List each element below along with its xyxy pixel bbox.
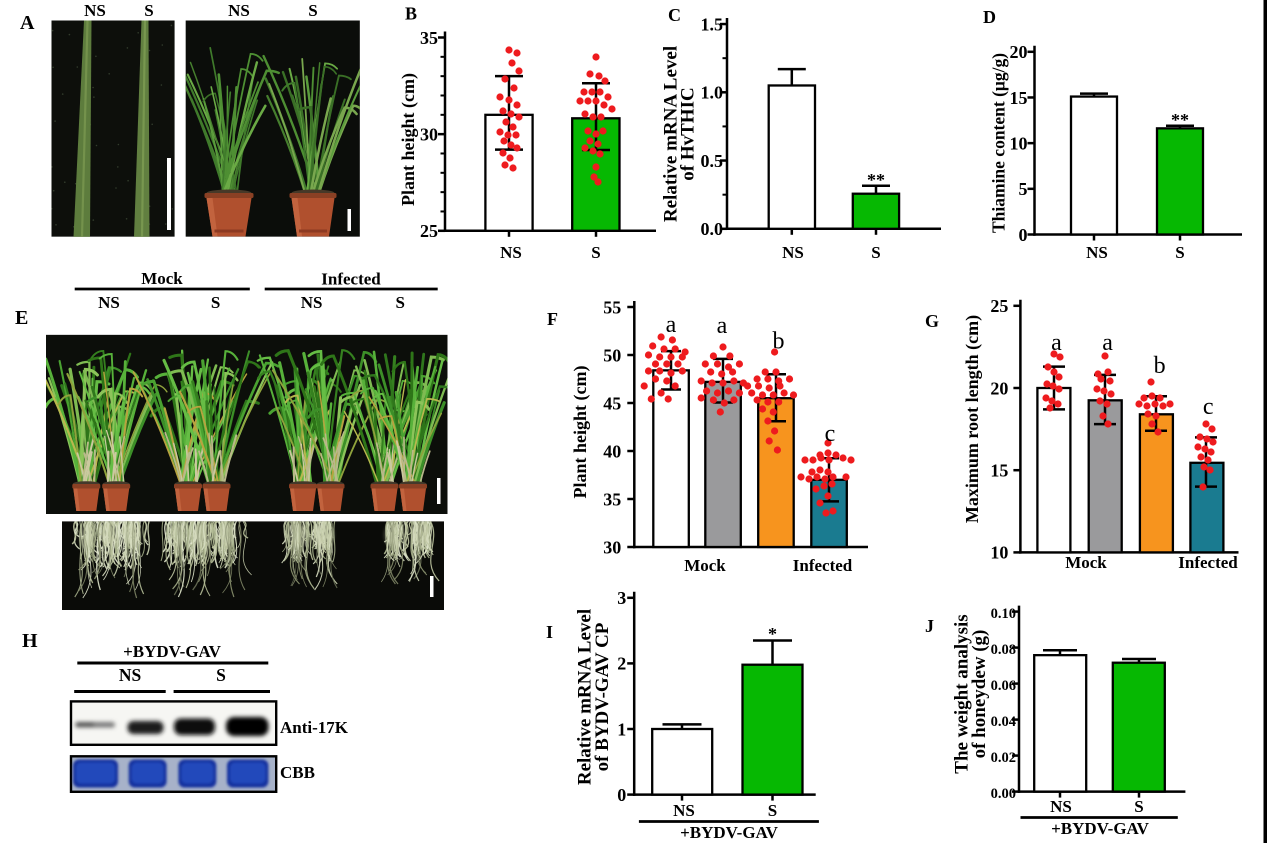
svg-text:15: 15	[1010, 88, 1028, 108]
svg-text:c: c	[1203, 394, 1214, 420]
svg-text:E: E	[15, 307, 28, 329]
svg-text:25: 25	[990, 296, 1008, 316]
svg-text:25: 25	[420, 221, 438, 241]
svg-text:I: I	[546, 622, 553, 642]
svg-text:S: S	[591, 243, 600, 262]
svg-text:a: a	[717, 313, 728, 339]
svg-text:+BYDV-GAV: +BYDV-GAV	[680, 823, 779, 842]
svg-text:NS: NS	[301, 293, 323, 312]
svg-text:**: **	[867, 170, 885, 190]
svg-text:S: S	[1134, 797, 1143, 816]
svg-text:S: S	[308, 1, 317, 20]
svg-text:5: 5	[1019, 179, 1028, 199]
svg-text:Infected: Infected	[1178, 553, 1238, 572]
svg-text:*: *	[768, 624, 777, 644]
svg-text:a: a	[1102, 330, 1113, 356]
svg-text:NS: NS	[84, 1, 106, 20]
svg-text:of honeydew (g): of honeydew (g)	[969, 630, 990, 759]
svg-text:S: S	[216, 665, 226, 685]
svg-text:0.02: 0.02	[991, 750, 1016, 766]
svg-text:Mock: Mock	[1065, 553, 1107, 572]
svg-text:30: 30	[420, 124, 438, 144]
svg-text:0.5: 0.5	[701, 151, 724, 171]
svg-text:Thiamine content (μg/g): Thiamine content (μg/g)	[989, 53, 1009, 233]
svg-text:NS: NS	[228, 1, 250, 20]
svg-text:1.0: 1.0	[701, 83, 724, 103]
svg-text:**: **	[1171, 110, 1189, 130]
svg-text:B: B	[405, 4, 417, 24]
svg-text:10: 10	[990, 543, 1008, 563]
svg-text:C: C	[668, 5, 681, 25]
svg-text:CBB: CBB	[280, 763, 315, 782]
svg-text:+BYDV-GAV: +BYDV-GAV	[1051, 819, 1150, 838]
svg-text:A: A	[20, 12, 35, 34]
svg-text:Plant height (cm): Plant height (cm)	[398, 73, 419, 206]
svg-text:NS: NS	[1086, 243, 1108, 262]
svg-text:b: b	[1154, 353, 1166, 379]
svg-text:The weight analysis: The weight analysis	[952, 614, 973, 773]
svg-text:S: S	[871, 243, 880, 262]
svg-text:S: S	[395, 293, 404, 312]
svg-text:1.5: 1.5	[701, 14, 724, 34]
svg-text:S: S	[1175, 243, 1184, 262]
svg-text:Relative mRNA Level: Relative mRNA Level	[574, 609, 595, 785]
svg-text:S: S	[211, 293, 220, 312]
svg-text:15: 15	[990, 461, 1008, 481]
svg-text:NS: NS	[500, 243, 522, 262]
svg-text:NS: NS	[119, 665, 141, 685]
svg-text:Infected: Infected	[321, 270, 381, 289]
svg-text:of BYDV-GAV CP: of BYDV-GAV CP	[592, 622, 613, 771]
svg-text:Plant height (cm): Plant height (cm)	[570, 366, 591, 499]
svg-text:3: 3	[617, 588, 626, 608]
svg-text:Mock: Mock	[684, 556, 726, 575]
svg-text:J: J	[925, 616, 934, 636]
svg-text:20: 20	[1010, 42, 1028, 62]
svg-text:10: 10	[1010, 133, 1028, 153]
svg-text:S: S	[768, 801, 777, 820]
svg-text:0.08: 0.08	[991, 642, 1016, 658]
svg-text:Maximum root length (cm): Maximum root length (cm)	[962, 315, 983, 523]
svg-text:50: 50	[603, 345, 621, 365]
svg-text:Anti-17K: Anti-17K	[280, 718, 349, 737]
svg-text:NS: NS	[782, 243, 804, 262]
svg-text:NS: NS	[1050, 797, 1072, 816]
svg-text:of HvTHIC: of HvTHIC	[678, 87, 699, 180]
svg-text:S: S	[144, 1, 153, 20]
svg-text:0.04: 0.04	[991, 714, 1016, 730]
svg-text:35: 35	[603, 489, 621, 509]
svg-text:NS: NS	[673, 801, 695, 820]
svg-text:45: 45	[603, 393, 621, 413]
svg-text:0.06: 0.06	[991, 678, 1016, 694]
svg-text:30: 30	[603, 537, 621, 557]
svg-text:b: b	[773, 329, 785, 355]
svg-text:1: 1	[617, 719, 626, 739]
svg-text:0: 0	[617, 785, 626, 805]
svg-text:D: D	[983, 7, 996, 27]
svg-text:Mock: Mock	[141, 269, 183, 288]
svg-text:0.10: 0.10	[991, 606, 1016, 622]
svg-text:+BYDV-GAV: +BYDV-GAV	[123, 642, 222, 661]
svg-text:G: G	[925, 311, 939, 331]
svg-text:c: c	[825, 421, 836, 447]
svg-text:NS: NS	[98, 293, 120, 312]
svg-text:Relative mRNA Level: Relative mRNA Level	[660, 46, 681, 222]
svg-text:0.0: 0.0	[701, 219, 724, 239]
svg-text:55: 55	[603, 297, 621, 317]
svg-text:Infected: Infected	[793, 556, 853, 575]
svg-text:0.00: 0.00	[991, 786, 1016, 802]
svg-text:20: 20	[990, 378, 1008, 398]
svg-text:F: F	[547, 309, 558, 329]
svg-text:0: 0	[1019, 225, 1028, 245]
svg-text:35: 35	[420, 28, 438, 48]
svg-text:2: 2	[617, 654, 626, 674]
svg-text:a: a	[1051, 330, 1062, 356]
svg-text:a: a	[666, 312, 677, 338]
svg-text:H: H	[22, 630, 38, 652]
svg-text:40: 40	[603, 441, 621, 461]
